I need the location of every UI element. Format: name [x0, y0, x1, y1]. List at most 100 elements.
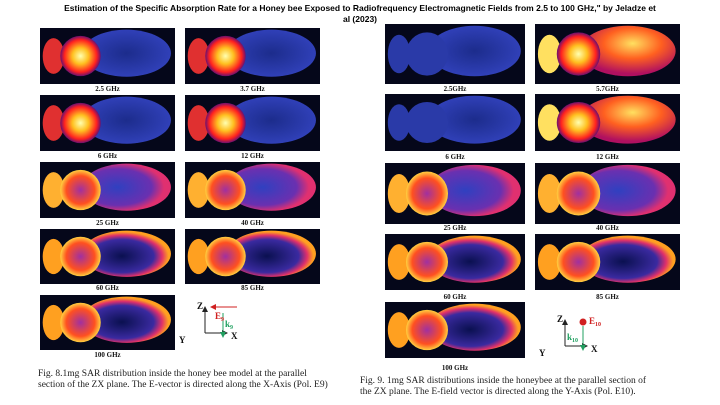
y-label: Y — [179, 335, 186, 345]
panel-label: 40 GHz — [596, 224, 619, 232]
panel-label: 85 GHz — [241, 284, 264, 292]
e-subscript: 10 — [595, 322, 601, 328]
abdomen — [81, 296, 171, 343]
panel-label: 12 GHz — [241, 152, 264, 160]
thorax — [406, 241, 448, 283]
head — [187, 172, 210, 208]
caption-line: section of the ZX plane. The E-vector is… — [38, 379, 328, 390]
thorax — [60, 35, 101, 77]
heatmap-panel — [385, 163, 525, 224]
panel-label: 6 GHz — [98, 152, 117, 160]
panel-label: 40 GHz — [241, 219, 264, 227]
e-label: E10 — [589, 316, 601, 328]
thorax — [205, 102, 246, 144]
thorax — [60, 169, 101, 211]
panel-label: 60 GHz — [444, 293, 467, 301]
heatmap-panel — [385, 94, 525, 151]
heatmap-panel — [535, 24, 680, 84]
panel-label: 100 GHz — [442, 364, 468, 372]
abdomen — [579, 164, 676, 217]
abdomen — [579, 235, 676, 283]
head — [42, 304, 65, 341]
head — [387, 312, 411, 348]
abdomen — [579, 25, 676, 77]
heatmap-panel — [40, 95, 175, 151]
head — [387, 244, 411, 280]
panel-label: 5.7GHz — [596, 85, 619, 93]
e-label: E9 — [215, 311, 224, 323]
heatmap-panel — [40, 162, 175, 218]
thorax — [406, 32, 448, 76]
z-label: Z — [197, 301, 203, 311]
thorax — [556, 171, 601, 216]
thorax — [556, 32, 601, 76]
thorax — [556, 101, 601, 144]
k-subscript: 9 — [230, 325, 233, 331]
panel-label: 2.5GHz — [444, 85, 467, 93]
abdomen — [81, 230, 171, 277]
thorax — [205, 169, 246, 211]
abdomen — [226, 230, 316, 277]
head — [42, 105, 65, 141]
abdomen — [579, 95, 676, 144]
abdomen — [428, 25, 521, 77]
panel-label: 2.5 GHz — [95, 85, 120, 93]
page-title: Estimation of the Specific Absorption Ra… — [64, 3, 656, 24]
heatmap-panel — [535, 163, 680, 224]
k-subscript: 10 — [572, 338, 578, 344]
thorax — [406, 101, 448, 144]
panel-label: 6 GHz — [445, 153, 464, 161]
abdomen — [81, 29, 171, 77]
panel-label: 25 GHz — [96, 219, 119, 227]
head — [187, 238, 210, 275]
heatmap-panel — [40, 295, 175, 350]
heatmap-panel — [385, 24, 525, 84]
x-label: X — [591, 344, 598, 354]
heatmap-panel — [385, 234, 525, 290]
heatmap-panel — [185, 162, 320, 218]
heatmap-panel — [40, 28, 175, 84]
head — [387, 173, 411, 214]
head — [537, 104, 562, 141]
heatmap-panel — [185, 28, 320, 84]
head — [42, 238, 65, 275]
thorax — [406, 171, 448, 216]
panel-label: 60 GHz — [96, 284, 119, 292]
panel-label: 12 GHz — [596, 153, 619, 161]
abdomen — [81, 163, 171, 211]
head — [187, 38, 210, 74]
head — [42, 172, 65, 208]
e-subscript: 9 — [221, 317, 224, 323]
abdomen — [81, 96, 171, 144]
abdomen — [428, 164, 521, 217]
thorax — [60, 102, 101, 144]
thorax — [60, 236, 101, 277]
caption-line: Fig. 9. 1mg SAR distributions inside the… — [360, 375, 647, 386]
heatmap-panel — [535, 94, 680, 151]
e-vector — [579, 318, 587, 326]
thorax — [556, 241, 601, 283]
panel-label: 3.7 GHz — [240, 85, 265, 93]
heatmap-panel — [385, 302, 525, 358]
thorax — [406, 309, 448, 351]
panel-label: 85 GHz — [596, 293, 619, 301]
k-label: k9 — [225, 319, 233, 331]
caption-line: the ZX plane. The E-field vector is dire… — [360, 386, 636, 397]
x-label: X — [231, 331, 238, 341]
thorax — [205, 35, 246, 77]
head — [187, 105, 210, 141]
heatmap-panel — [185, 95, 320, 151]
k-label: k10 — [567, 332, 578, 344]
y-label: Y — [539, 348, 546, 358]
panel-label: 25 GHz — [444, 224, 467, 232]
head — [42, 38, 65, 74]
thorax — [60, 302, 101, 343]
heatmap-panel — [40, 229, 175, 284]
heatmap-panel — [185, 229, 320, 284]
abdomen — [226, 29, 316, 77]
head — [537, 34, 562, 74]
panel-label: 100 GHz — [94, 351, 120, 359]
heatmap-panel — [535, 234, 680, 290]
head — [387, 104, 411, 141]
thorax — [205, 236, 246, 277]
